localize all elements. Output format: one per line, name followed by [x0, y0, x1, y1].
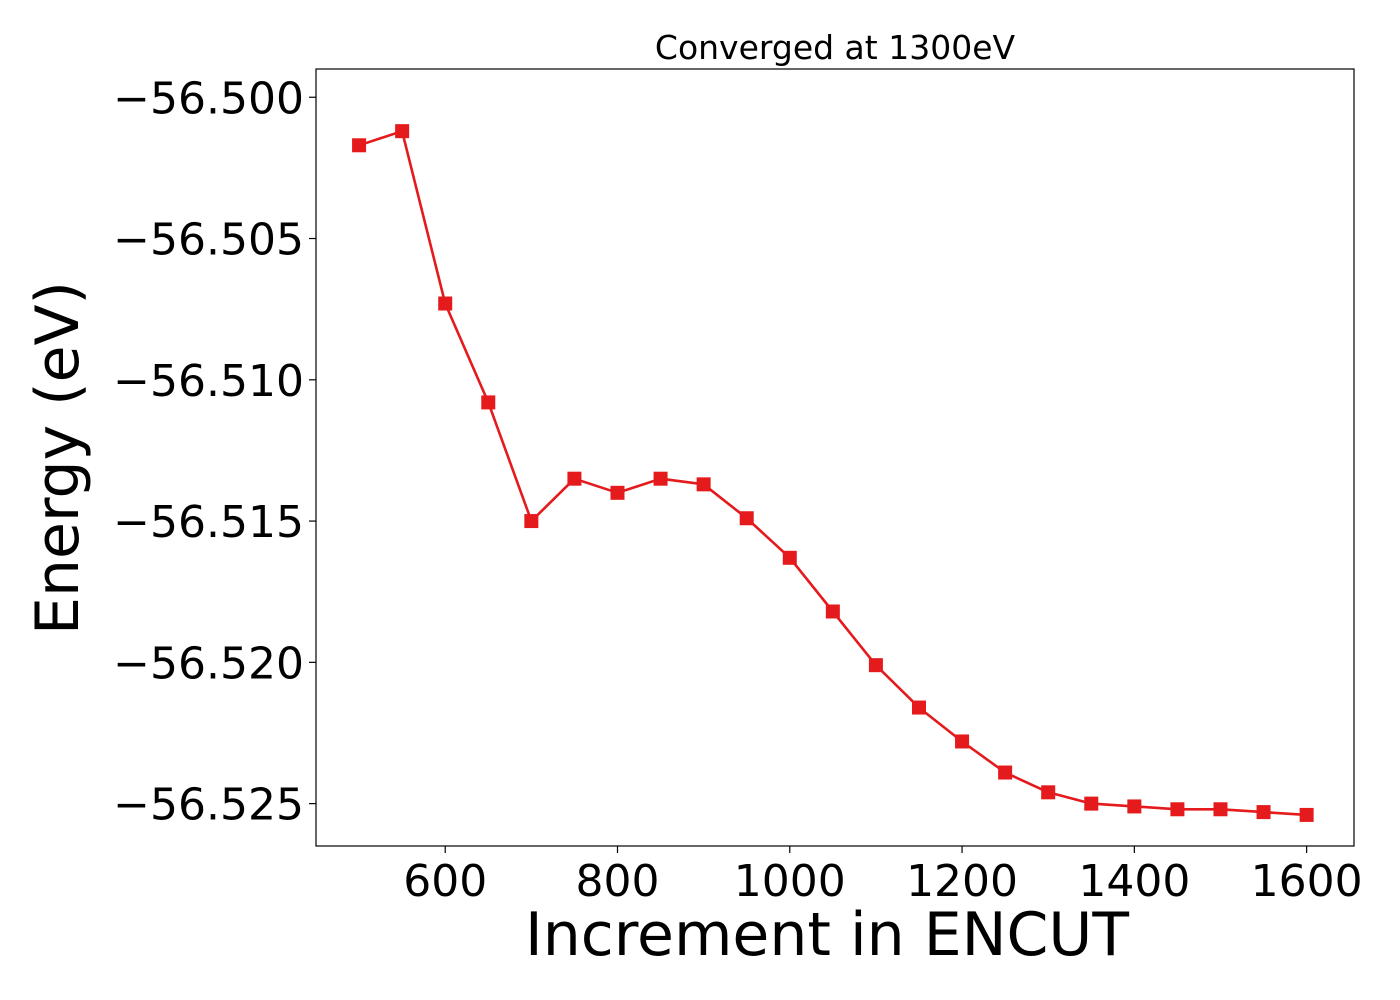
data-point — [696, 477, 711, 492]
data-point — [1084, 796, 1099, 811]
x-tick-label: 1400 — [1078, 856, 1190, 907]
data-point — [998, 765, 1013, 780]
x-tick-label: 1200 — [906, 856, 1018, 907]
series-line — [358, 129, 1307, 817]
data-point — [352, 138, 367, 153]
x-tick-label: 1000 — [734, 856, 846, 907]
chart-title: Converged at 1300eV — [655, 28, 1016, 67]
data-point — [481, 395, 496, 410]
data-point — [395, 124, 410, 139]
y-tick-label: −56.510 — [113, 356, 304, 407]
plot-frame — [315, 68, 1355, 847]
data-point — [1299, 807, 1314, 822]
data-point — [955, 734, 970, 749]
y-tick-label: −56.525 — [113, 780, 304, 831]
data-point — [567, 471, 582, 486]
y-tick-label: −56.520 — [113, 638, 304, 689]
data-point — [868, 658, 883, 673]
data-point — [911, 700, 926, 715]
x-tick-label: 600 — [403, 856, 487, 907]
data-point — [1170, 802, 1185, 817]
y-axis-ticks: −56.500 −56.505 −56.510 −56.515 −56.520 −56.5… — [113, 73, 316, 831]
y-axis-label: Energy (eV) — [23, 281, 93, 635]
data-point — [1127, 799, 1142, 814]
x-axis-label: Increment in ENCUT — [525, 900, 1129, 970]
x-tick-label: 1600 — [1251, 856, 1363, 907]
data-point — [610, 485, 625, 500]
data-point — [1256, 805, 1271, 820]
data-point — [825, 604, 840, 619]
x-tick-label: 800 — [576, 856, 660, 907]
plot-area — [352, 124, 1314, 822]
y-tick-label: −56.505 — [113, 215, 304, 266]
y-tick-label: −56.500 — [113, 73, 304, 124]
data-point — [524, 514, 539, 529]
data-point — [653, 471, 668, 486]
data-point — [438, 296, 453, 311]
data-point — [1213, 802, 1228, 817]
data-point — [782, 550, 797, 565]
data-point — [1041, 785, 1056, 800]
y-tick-label: −56.515 — [113, 497, 304, 548]
x-axis-ticks: 600 800 1000 1200 1400 1600 — [403, 846, 1363, 907]
data-point — [739, 511, 754, 526]
